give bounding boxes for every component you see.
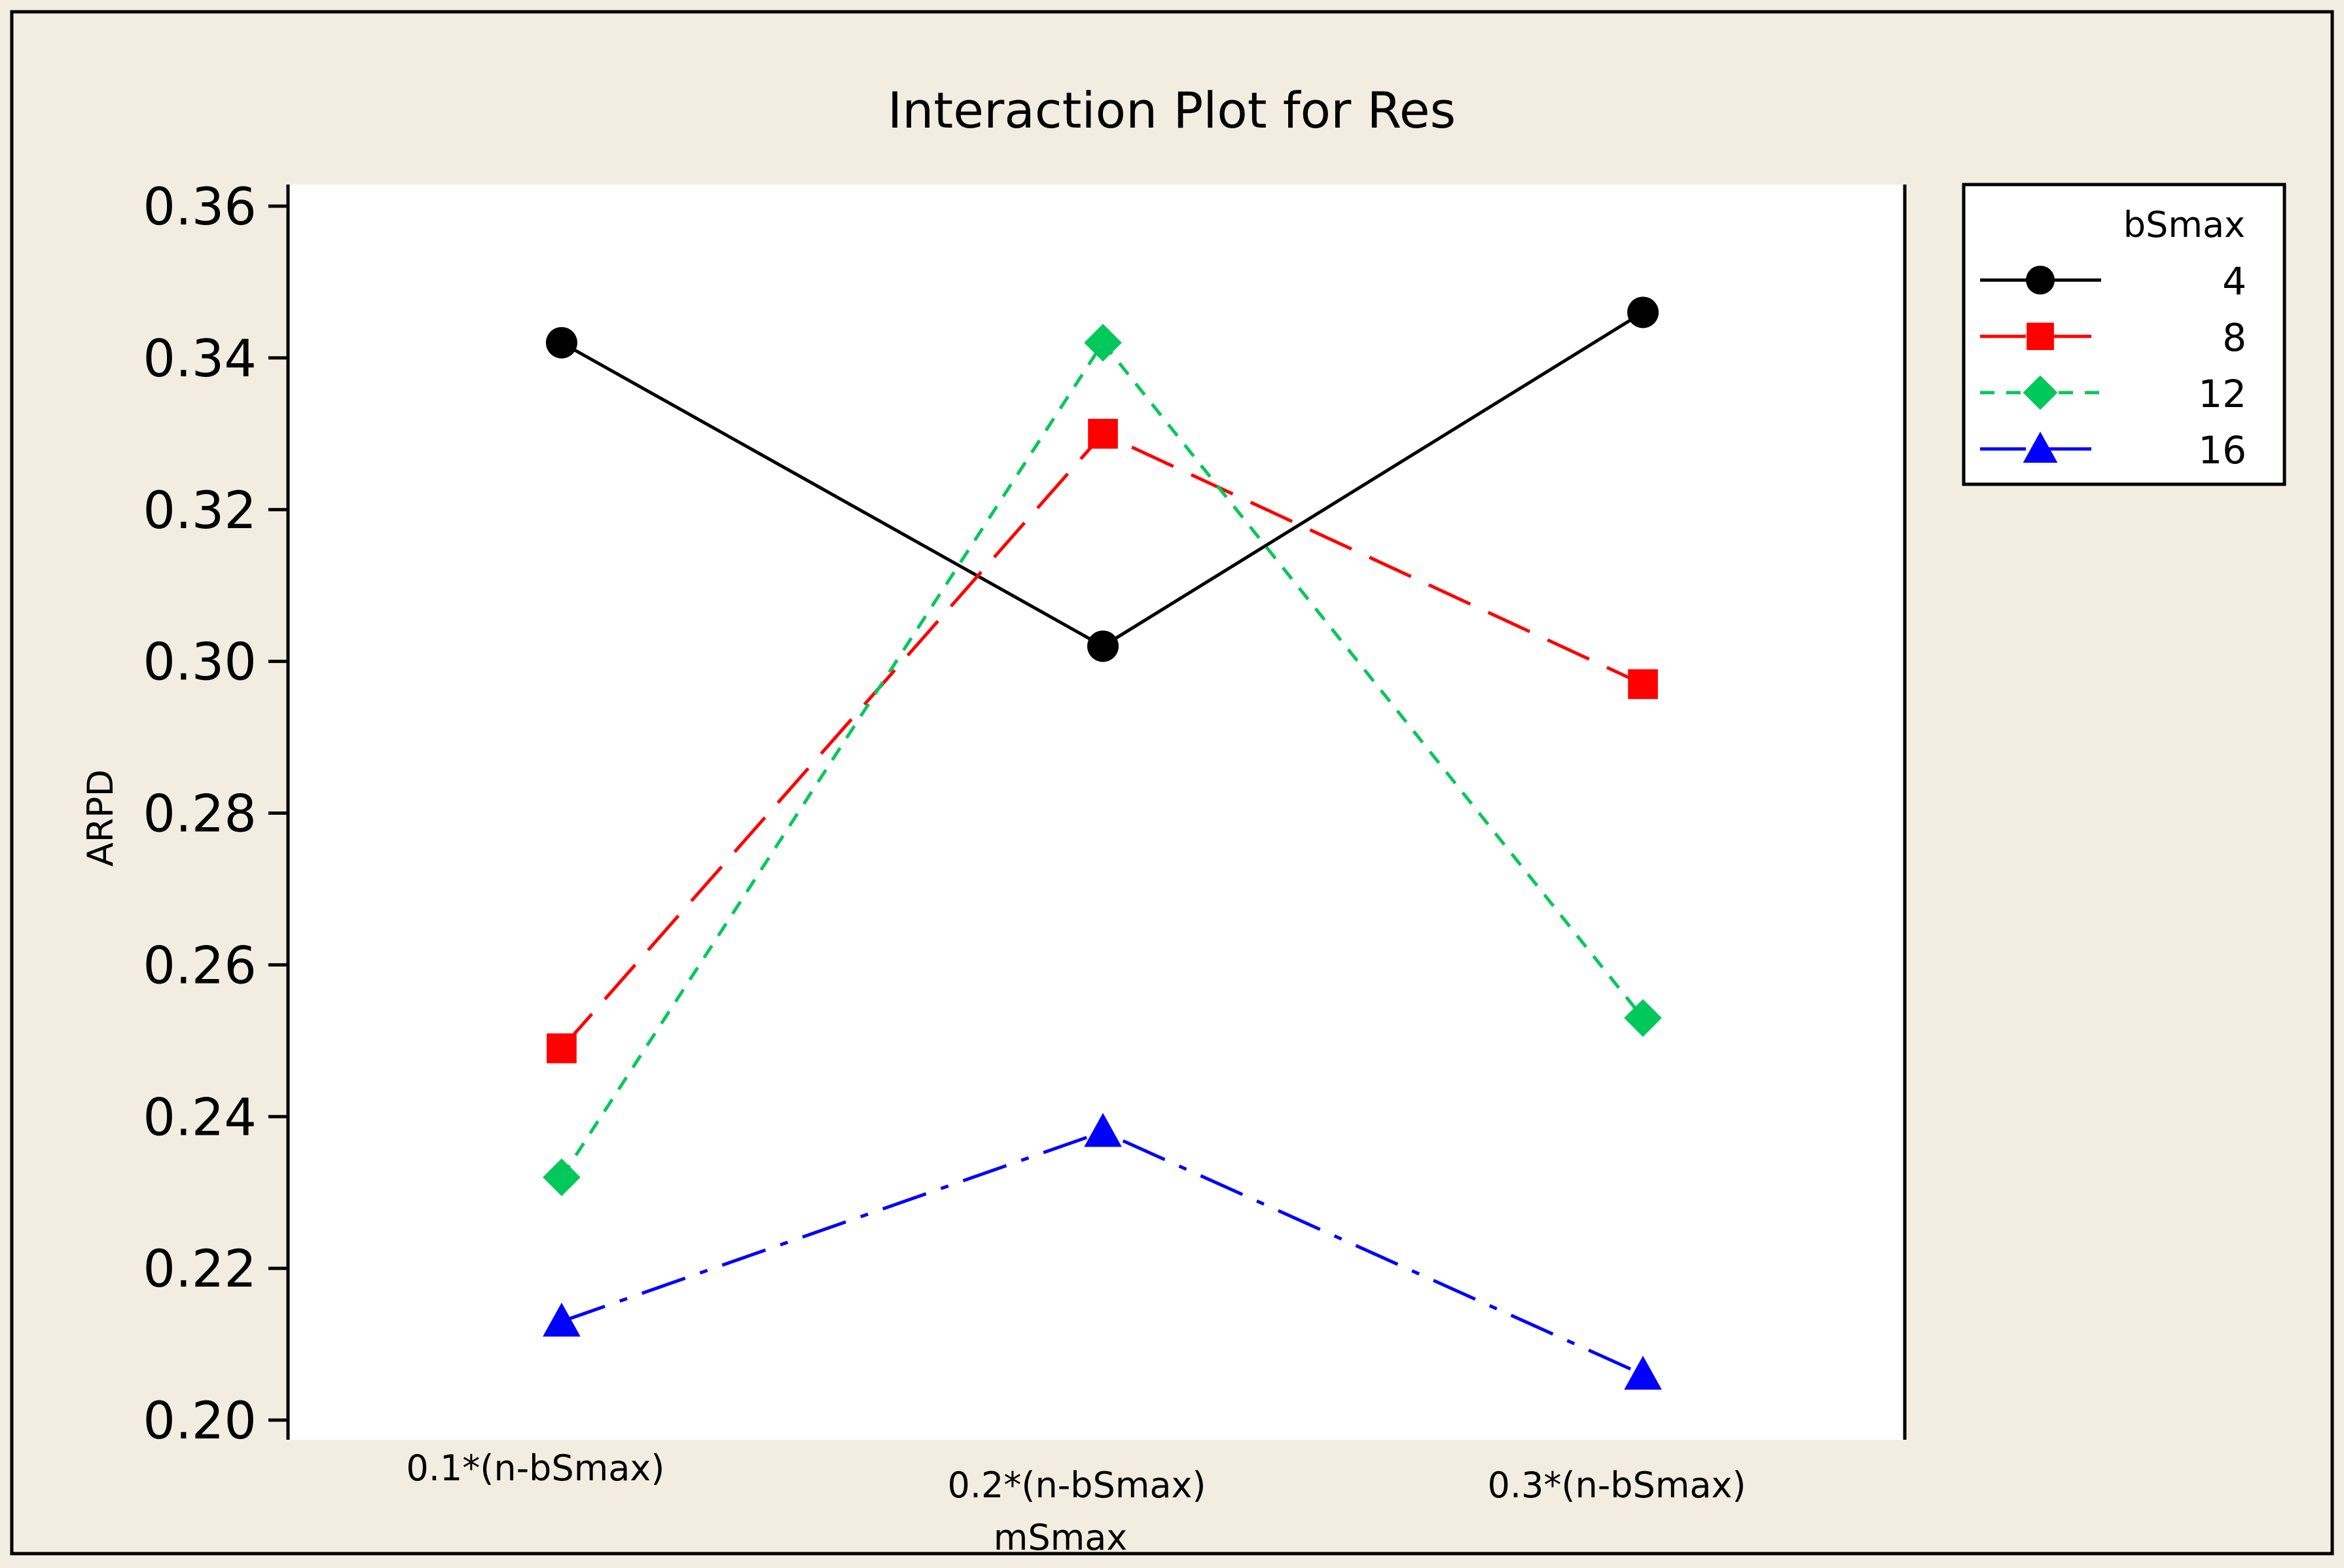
y-axis-label: ARPD (80, 770, 121, 867)
data-point (1084, 323, 1122, 362)
series-layer (543, 296, 1662, 1390)
data-point (1087, 630, 1119, 662)
data-point (1088, 419, 1118, 449)
legend-label: 4 (2222, 259, 2246, 304)
legend-marker (2023, 431, 2058, 463)
y-tick-label: 0.26 (143, 936, 257, 995)
data-point (543, 1158, 581, 1196)
legend-entry: 16 (1980, 428, 2246, 472)
series-12 (543, 323, 1662, 1196)
y-tick-label: 0.28 (143, 785, 257, 844)
x-tick-label: 0.2*(n-bSmax) (948, 1465, 1206, 1506)
y-ticks: 0.20 0.22 0.24 0.26 0.28 0.30 0.32 0.34 0.36 (143, 178, 288, 1451)
figure-frame (10, 10, 2334, 1556)
y-tick-label: 0.32 (143, 482, 257, 541)
legend-marker (2026, 266, 2055, 294)
y-tick-label: 0.20 (143, 1392, 257, 1451)
x-tick-label: 0.1*(n-bSmax) (406, 1448, 665, 1489)
legend: bSmax 4 8 12 16 (1962, 183, 2286, 486)
data-point (546, 327, 577, 359)
series-8 (547, 419, 1658, 1063)
y-tick-label: 0.30 (143, 633, 257, 692)
legend-entries: 4 8 12 16 (1980, 259, 2246, 472)
legend-label: 16 (2198, 428, 2246, 472)
series-line (560, 340, 1644, 1179)
data-point (543, 1302, 581, 1337)
series-16 (543, 1113, 1662, 1390)
data-point (1084, 1113, 1122, 1147)
legend-marker (2023, 375, 2058, 410)
y-tick-label: 0.34 (143, 330, 257, 389)
chart-title: Interaction Plot for Res (888, 81, 1456, 139)
legend-label: 8 (2222, 315, 2246, 360)
legend-marker (2027, 323, 2054, 350)
plot-area (288, 185, 1905, 1440)
series-4 (546, 296, 1659, 662)
legend-entry: 4 (1980, 259, 2246, 304)
data-point (1624, 1355, 1662, 1390)
legend-box (1962, 183, 2286, 486)
x-ticks: 0.1*(n-bSmax) 0.2*(n-bSmax) 0.3*(n-bSmax) (406, 1448, 1746, 1506)
y-tick-label: 0.24 (143, 1088, 257, 1147)
x-axis-label: mSmax (994, 1517, 1128, 1558)
data-point (1627, 296, 1659, 329)
data-point (547, 1033, 577, 1063)
data-point (1624, 999, 1662, 1037)
x-tick-label: 0.3*(n-bSmax) (1488, 1465, 1746, 1506)
legend-label: 12 (2198, 372, 2246, 416)
legend-entry: 12 (1980, 372, 2246, 416)
data-point (1628, 669, 1658, 700)
y-tick-label: 0.22 (143, 1240, 257, 1299)
legend-entry: 8 (1980, 315, 2246, 360)
legend-title: bSmax (2123, 204, 2245, 245)
y-tick-label: 0.36 (143, 178, 257, 237)
